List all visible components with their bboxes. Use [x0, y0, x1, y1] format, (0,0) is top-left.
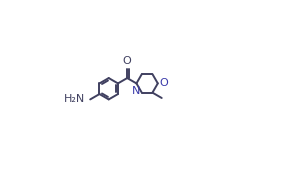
Text: N: N: [132, 86, 141, 96]
Text: O: O: [159, 78, 168, 88]
Text: H₂N: H₂N: [64, 94, 85, 104]
Text: O: O: [123, 56, 132, 66]
